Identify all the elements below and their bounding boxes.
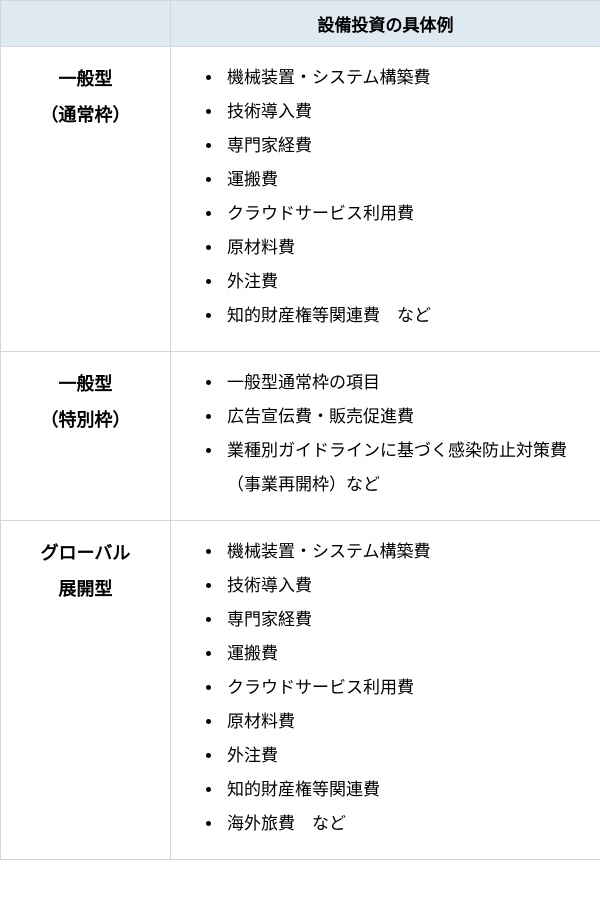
row-content-general-normal: 機械装置・システム構築費 技術導入費 専門家経費 運搬費 クラウドサービス利用費… xyxy=(171,47,600,352)
row-label-general-normal: 一般型 （通常枠） xyxy=(1,47,171,352)
list-item: 運搬費 xyxy=(223,163,588,197)
list-item: 技術導入費 xyxy=(223,569,588,603)
row-label-general-special: 一般型 （特別枠） xyxy=(1,352,171,521)
list-item: クラウドサービス利用費 xyxy=(223,197,588,231)
list-item: 専門家経費 xyxy=(223,603,588,637)
row-label-line1: 一般型 xyxy=(13,366,158,402)
investment-examples-table: 設備投資の具体例 一般型 （通常枠） 機械装置・システム構築費 技術導入費 専門… xyxy=(0,0,600,860)
list-item: 運搬費 xyxy=(223,637,588,671)
list-item: クラウドサービス利用費 xyxy=(223,671,588,705)
list-item: 海外旅費 など xyxy=(223,807,588,841)
row-label-global: グローバル 展開型 xyxy=(1,521,171,860)
bullet-list: 機械装置・システム構築費 技術導入費 専門家経費 運搬費 クラウドサービス利用費… xyxy=(183,61,588,333)
list-item: 知的財産権等関連費 xyxy=(223,773,588,807)
bullet-list: 機械装置・システム構築費 技術導入費 専門家経費 運搬費 クラウドサービス利用費… xyxy=(183,535,588,841)
list-item: 知的財産権等関連費 など xyxy=(223,299,588,333)
list-item: 一般型通常枠の項目 xyxy=(223,366,588,400)
table-row: 一般型 （特別枠） 一般型通常枠の項目 広告宣伝費・販売促進費 業種別ガイドライ… xyxy=(1,352,600,521)
list-item: 業種別ガイドラインに基づく感染防止対策費（事業再開枠）など xyxy=(223,434,588,502)
list-item: 原材料費 xyxy=(223,705,588,739)
row-label-line2: 展開型 xyxy=(13,571,158,607)
table-header-row: 設備投資の具体例 xyxy=(1,1,600,47)
table-row: グローバル 展開型 機械装置・システム構築費 技術導入費 専門家経費 運搬費 ク… xyxy=(1,521,600,860)
row-label-line1: グローバル xyxy=(13,535,158,571)
row-label-line2: （通常枠） xyxy=(13,97,158,133)
list-item: 機械装置・システム構築費 xyxy=(223,61,588,95)
list-item: 機械装置・システム構築費 xyxy=(223,535,588,569)
list-item: 専門家経費 xyxy=(223,129,588,163)
row-content-global: 機械装置・システム構築費 技術導入費 専門家経費 運搬費 クラウドサービス利用費… xyxy=(171,521,600,860)
header-col-1 xyxy=(1,1,171,47)
bullet-list: 一般型通常枠の項目 広告宣伝費・販売促進費 業種別ガイドラインに基づく感染防止対… xyxy=(183,366,588,502)
list-item: 技術導入費 xyxy=(223,95,588,129)
row-label-line2: （特別枠） xyxy=(13,402,158,438)
row-content-general-special: 一般型通常枠の項目 広告宣伝費・販売促進費 業種別ガイドラインに基づく感染防止対… xyxy=(171,352,600,521)
header-col-2: 設備投資の具体例 xyxy=(171,1,600,47)
list-item: 外注費 xyxy=(223,739,588,773)
list-item: 原材料費 xyxy=(223,231,588,265)
list-item: 広告宣伝費・販売促進費 xyxy=(223,400,588,434)
row-label-line1: 一般型 xyxy=(13,61,158,97)
list-item: 外注費 xyxy=(223,265,588,299)
table-row: 一般型 （通常枠） 機械装置・システム構築費 技術導入費 専門家経費 運搬費 ク… xyxy=(1,47,600,352)
